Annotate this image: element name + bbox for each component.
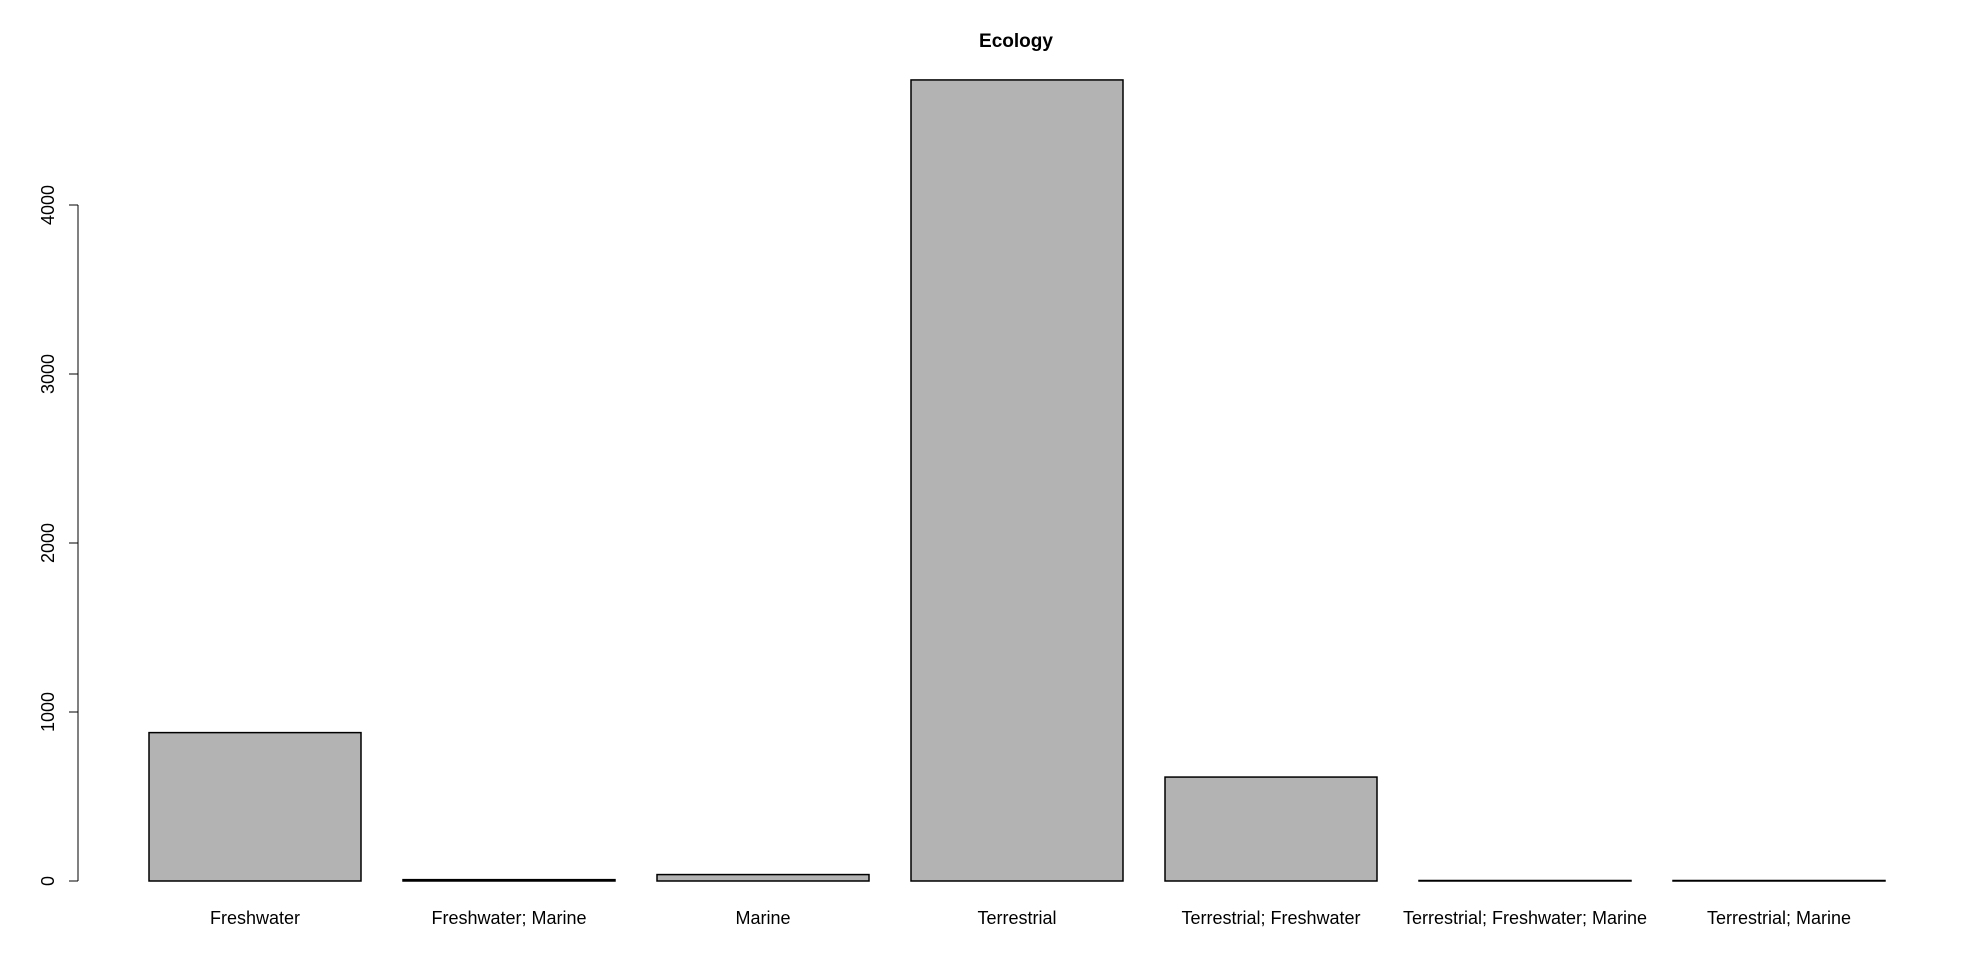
y-axis: 0 1000 2000 3000 4000: [38, 185, 79, 886]
bar: [402, 878, 616, 882]
x-category-label: Freshwater: [210, 908, 300, 928]
bar: [1164, 776, 1378, 882]
chart-title: Ecology: [979, 31, 1053, 52]
y-tick-label: 3000: [38, 354, 58, 394]
bar: [910, 79, 1124, 882]
x-category-label: Terrestrial; Freshwater: [1181, 908, 1360, 928]
x-axis-labels: Freshwater Freshwater; Marine Marine Terres…: [210, 908, 1851, 928]
x-category-label: Freshwater; Marine: [431, 908, 586, 928]
x-category-label: Terrestrial; Freshwater; Marine: [1403, 908, 1647, 928]
x-category-label: Terrestrial: [977, 908, 1056, 928]
y-tick-label: 0: [38, 876, 58, 886]
y-tick-label: 1000: [38, 692, 58, 732]
bar: [1672, 879, 1886, 882]
y-tick-label: 2000: [38, 523, 58, 563]
bar: [1418, 879, 1632, 882]
bars: [148, 79, 1886, 882]
x-category-label: Marine: [735, 908, 790, 928]
y-tick-label: 4000: [38, 185, 58, 225]
bar: [148, 731, 362, 882]
x-category-label: Terrestrial; Marine: [1707, 908, 1851, 928]
bar: [656, 873, 870, 882]
